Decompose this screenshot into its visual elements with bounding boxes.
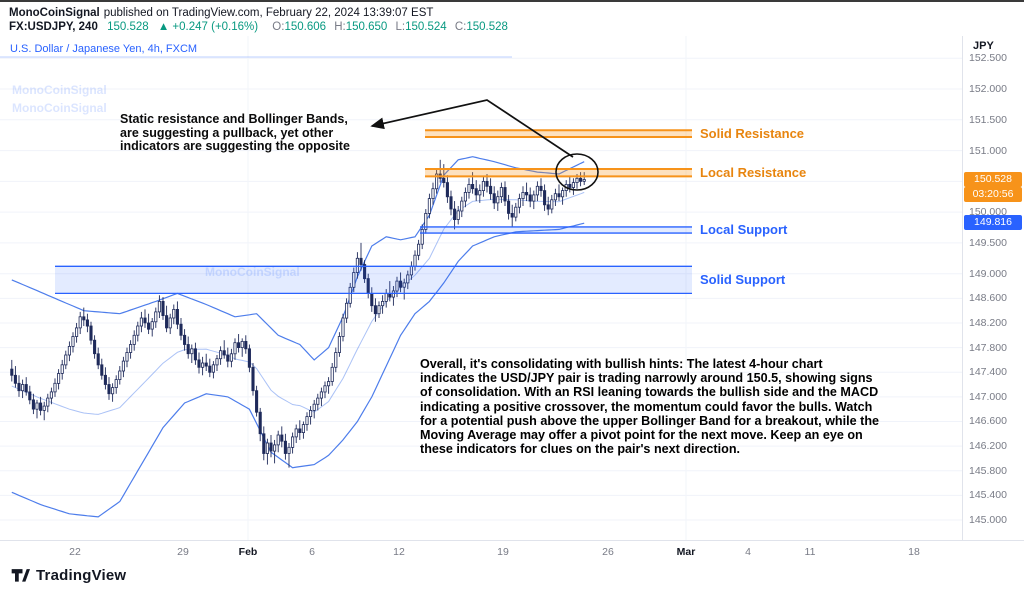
time-axis: 22 29 Feb 6 12 19 26 Mar 4 11 18 [0, 540, 1024, 565]
close-label: C: [454, 21, 467, 33]
tradingview-logo-icon [11, 569, 30, 582]
watermark-text: MonoCoinSignal [12, 83, 107, 97]
price-axis-label: 152.500 [969, 52, 1007, 65]
tradingview-branding: TradingView [10, 562, 126, 588]
time-axis-label: 22 [69, 546, 81, 558]
price-axis-label: 146.200 [969, 440, 1007, 453]
open-value: 150.606 [284, 21, 327, 33]
bollinger-basis-line [11, 191, 585, 415]
price-axis-label: 151.000 [969, 144, 1007, 157]
time-axis-label: 18 [908, 546, 920, 558]
price-axis-label: 152.000 [969, 83, 1007, 95]
summary-annotation: Overall, it's consolidating with bullish… [420, 357, 880, 456]
high-label: H: [334, 21, 346, 33]
watermark-text: MonoCoinSignal [205, 265, 300, 279]
gridlines [0, 36, 962, 540]
bollinger-lower-line [11, 222, 585, 518]
high-value: 150.650 [345, 21, 388, 33]
price-axis-label: 147.000 [969, 390, 1007, 403]
solid-support-label: Solid Support [700, 271, 786, 287]
time-axis-label: 29 [177, 546, 189, 558]
price-axis-label: 149.000 [969, 267, 1007, 280]
symbol-info-line: FX:USDJPY, 240 150.528 ▲ +0.247 (+0.16%)… [9, 21, 508, 33]
pullback-annotation-line3: indicators are suggesting the opposite [120, 139, 350, 154]
pullback-annotation-line2: are suggesting a pullback, yet other [120, 125, 334, 140]
summary-body: The latest 4-hour chart indicates the US… [420, 357, 880, 457]
time-axis-label: 11 [804, 546, 816, 558]
drawing-annotations [370, 99, 599, 191]
window-top-edge [0, 0, 1024, 2]
price-axis-label: 146.600 [969, 415, 1007, 428]
bar-countdown-badge: 03:20:56 [964, 187, 1022, 203]
axis-currency-label: JPY [973, 40, 994, 52]
publish-text: published on TradingView.com, February 2… [103, 7, 434, 19]
price-change: ▲ +0.247 (+0.16%) [157, 21, 259, 33]
last-price-badge: 150.528 [964, 171, 1022, 187]
chart-canvas: MonoCoinSignal MonoCoinSignal MonoCoinSign… [0, 36, 962, 540]
bollinger-bands [11, 156, 585, 518]
time-axis-label: 26 [602, 546, 614, 558]
time-axis-label: 4 [745, 546, 751, 558]
candlestick-series [10, 159, 586, 468]
solid-resistance-label: Solid Resistance [700, 125, 805, 141]
price-axis-label: 145.000 [969, 513, 1007, 526]
price-axis-label: 149.500 [969, 236, 1007, 249]
time-axis-label: 12 [393, 546, 405, 558]
price-axis-label: 145.800 [969, 464, 1007, 477]
last-price: 150.528 [107, 21, 149, 33]
watermark-layer: MonoCoinSignal MonoCoinSignal MonoCoinSign… [12, 83, 300, 279]
symbol-name: FX:USDJPY, 240 [9, 21, 98, 33]
time-axis-label: Feb [238, 546, 258, 558]
price-axis-label: 148.600 [969, 292, 1007, 305]
summary-title: Overall, it's consolidating with bullish… [420, 357, 684, 371]
open-label: O: [272, 21, 285, 33]
time-axis-label: 19 [497, 546, 509, 558]
local-resistance-label: Local Resistance [700, 164, 807, 180]
time-axis-label: Mar [676, 546, 696, 558]
candlestick-chart: MonoCoinSignal MonoCoinSignal MonoCoinSign… [0, 36, 962, 540]
publish-info-line: MonoCoinSignal published on TradingView.c… [9, 7, 433, 19]
pullback-annotation-line1: Static resistance and Bollinger Bands, [120, 112, 348, 126]
price-axis: JPY 150.528 03:20:56 149.816 152.500 152.… [962, 36, 1024, 540]
price-levels [55, 129, 692, 295]
low-label: L: [395, 21, 406, 33]
price-axis-label: 148.200 [969, 316, 1007, 329]
local-support-label: Local Support [700, 221, 788, 237]
price-axis-label: 150.000 [969, 206, 1007, 219]
bollinger-upper-line [11, 156, 585, 361]
watermark-text: MonoCoinSignal [12, 101, 107, 115]
price-axis-label: 147.800 [969, 341, 1007, 354]
highlight-circle [555, 153, 599, 191]
price-axis-label: 147.400 [969, 366, 1007, 379]
low-value: 150.524 [405, 21, 447, 33]
close-value: 150.528 [466, 21, 508, 33]
author-name: MonoCoinSignal [9, 7, 100, 19]
price-axis-label: 145.400 [969, 489, 1007, 502]
chart-legend: U.S. Dollar / Japanese Yen, 4h, FXCM [10, 43, 198, 55]
time-axis-label: 6 [309, 546, 315, 558]
annotation-arrow [370, 99, 574, 158]
price-axis-label: 151.500 [969, 113, 1007, 126]
bollinger-price-badge: 149.816 [964, 215, 1022, 231]
pullback-annotation: Static resistance and Bollinger Bands, a… [120, 112, 370, 154]
tradingview-wordmark: TradingView [36, 566, 127, 584]
